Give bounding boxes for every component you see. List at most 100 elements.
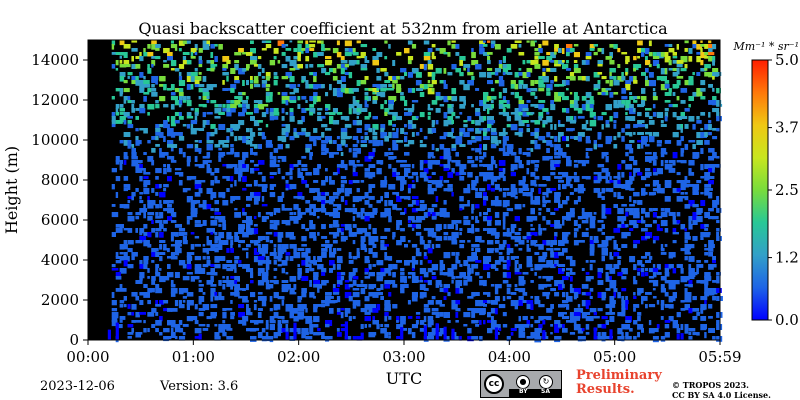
backscatter-cell — [593, 180, 601, 184]
backscatter-cell — [427, 232, 434, 237]
backscatter-cell — [265, 336, 273, 342]
backscatter-cell — [210, 232, 214, 235]
backscatter-cell — [336, 192, 340, 196]
backscatter-cell — [261, 48, 267, 51]
backscatter-cell — [340, 276, 345, 280]
backscatter-cell — [566, 136, 569, 142]
backscatter-cell — [115, 60, 119, 66]
backscatter-cell — [680, 100, 686, 104]
backscatter-cell — [637, 332, 640, 338]
backscatter-cell — [645, 156, 650, 162]
backscatter-cell — [214, 108, 222, 114]
backscatter-cell — [475, 260, 482, 263]
backscatter-cell — [336, 168, 340, 174]
backscatter-cell — [238, 320, 243, 324]
backscatter-cell — [411, 104, 415, 111]
backscatter-cell — [198, 288, 203, 293]
backscatter-cell — [364, 168, 370, 172]
backscatter-cell — [348, 272, 355, 278]
backscatter-cell — [198, 104, 203, 107]
backscatter-cell — [554, 96, 561, 102]
backscatter-cell — [672, 112, 677, 118]
backscatter-cell — [230, 244, 233, 250]
backscatter-cell — [483, 164, 488, 167]
backscatter-cell — [313, 276, 319, 281]
backscatter-cell — [522, 188, 530, 191]
backscatter-cell — [170, 44, 178, 49]
backscatter-cell — [265, 256, 270, 262]
backscatter-cell — [384, 56, 388, 60]
backscatter-cell — [151, 148, 156, 153]
backscatter-cell — [684, 108, 690, 112]
backscatter-cell — [186, 200, 191, 203]
backscatter-cell — [293, 284, 297, 290]
backscatter-cell — [435, 120, 439, 125]
backscatter-cell — [494, 196, 499, 201]
backscatter-cell — [613, 124, 617, 129]
backscatter-cell — [396, 196, 402, 202]
backscatter-cell — [494, 268, 499, 271]
backscatter-cell — [336, 248, 342, 251]
backscatter-cell — [155, 216, 161, 219]
backscatter-cell — [226, 152, 234, 155]
backscatter-cell — [451, 280, 454, 284]
backscatter-cell — [325, 56, 332, 60]
backscatter-cell — [285, 112, 289, 115]
backscatter-cell — [325, 148, 329, 154]
backscatter-cell — [712, 260, 716, 264]
backscatter-cell — [198, 84, 205, 88]
backscatter-cell — [629, 92, 633, 95]
backscatter-cell — [364, 172, 371, 178]
backscatter-cell — [143, 188, 150, 195]
backscatter-cell — [119, 256, 127, 261]
cc-license-badge[interactable]: cc ● ↻ BY SA — [480, 370, 562, 398]
backscatter-cell — [597, 172, 602, 177]
backscatter-cell — [593, 44, 598, 47]
backscatter-cell — [459, 132, 463, 137]
backscatter-cell — [352, 288, 360, 291]
backscatter-cell — [396, 220, 402, 226]
backscatter-cell — [111, 212, 119, 218]
backscatter-cell — [400, 320, 406, 325]
backscatter-cell — [668, 256, 673, 259]
backscatter-cell — [376, 68, 380, 73]
backscatter-cell — [487, 228, 494, 234]
backscatter-cell — [419, 240, 425, 245]
backscatter-cell — [530, 60, 535, 65]
backscatter-cell — [348, 256, 353, 259]
backscatter-cell — [301, 316, 308, 319]
backscatter-cell — [174, 232, 179, 237]
backscatter-cell — [305, 80, 309, 85]
backscatter-cell — [680, 248, 687, 252]
backscatter-cell — [427, 300, 434, 305]
backscatter-cell — [135, 136, 139, 141]
backscatter-cell — [506, 148, 514, 155]
backscatter-cell — [336, 204, 342, 211]
backscatter-cell — [253, 200, 259, 205]
backscatter-cell — [475, 64, 482, 70]
backscatter-cell — [593, 116, 597, 120]
backscatter-cell — [194, 236, 200, 239]
backscatter-cell — [566, 44, 573, 50]
backscatter-cell — [372, 304, 376, 310]
backscatter-cell — [281, 116, 285, 121]
backscatter-cell — [680, 116, 688, 119]
backscatter-cell — [613, 192, 617, 198]
backscatter-cell — [498, 256, 505, 262]
backscatter-cell — [554, 160, 560, 164]
backscatter-cell — [317, 164, 321, 169]
backscatter-cell — [246, 184, 252, 187]
backscatter-cell — [352, 136, 359, 140]
backscatter-cell — [554, 60, 561, 67]
backscatter-cell — [325, 108, 329, 111]
backscatter-cell — [210, 264, 217, 267]
backscatter-cell — [250, 128, 253, 135]
backscatter-cell — [522, 60, 526, 65]
backscatter-cell — [214, 56, 218, 62]
backscatter-cell — [392, 112, 398, 118]
backscatter-cell — [277, 324, 283, 331]
backscatter-cell — [155, 220, 160, 224]
backscatter-cell — [451, 128, 454, 133]
backscatter-cell — [206, 228, 213, 233]
backscatter-cell — [459, 288, 464, 294]
